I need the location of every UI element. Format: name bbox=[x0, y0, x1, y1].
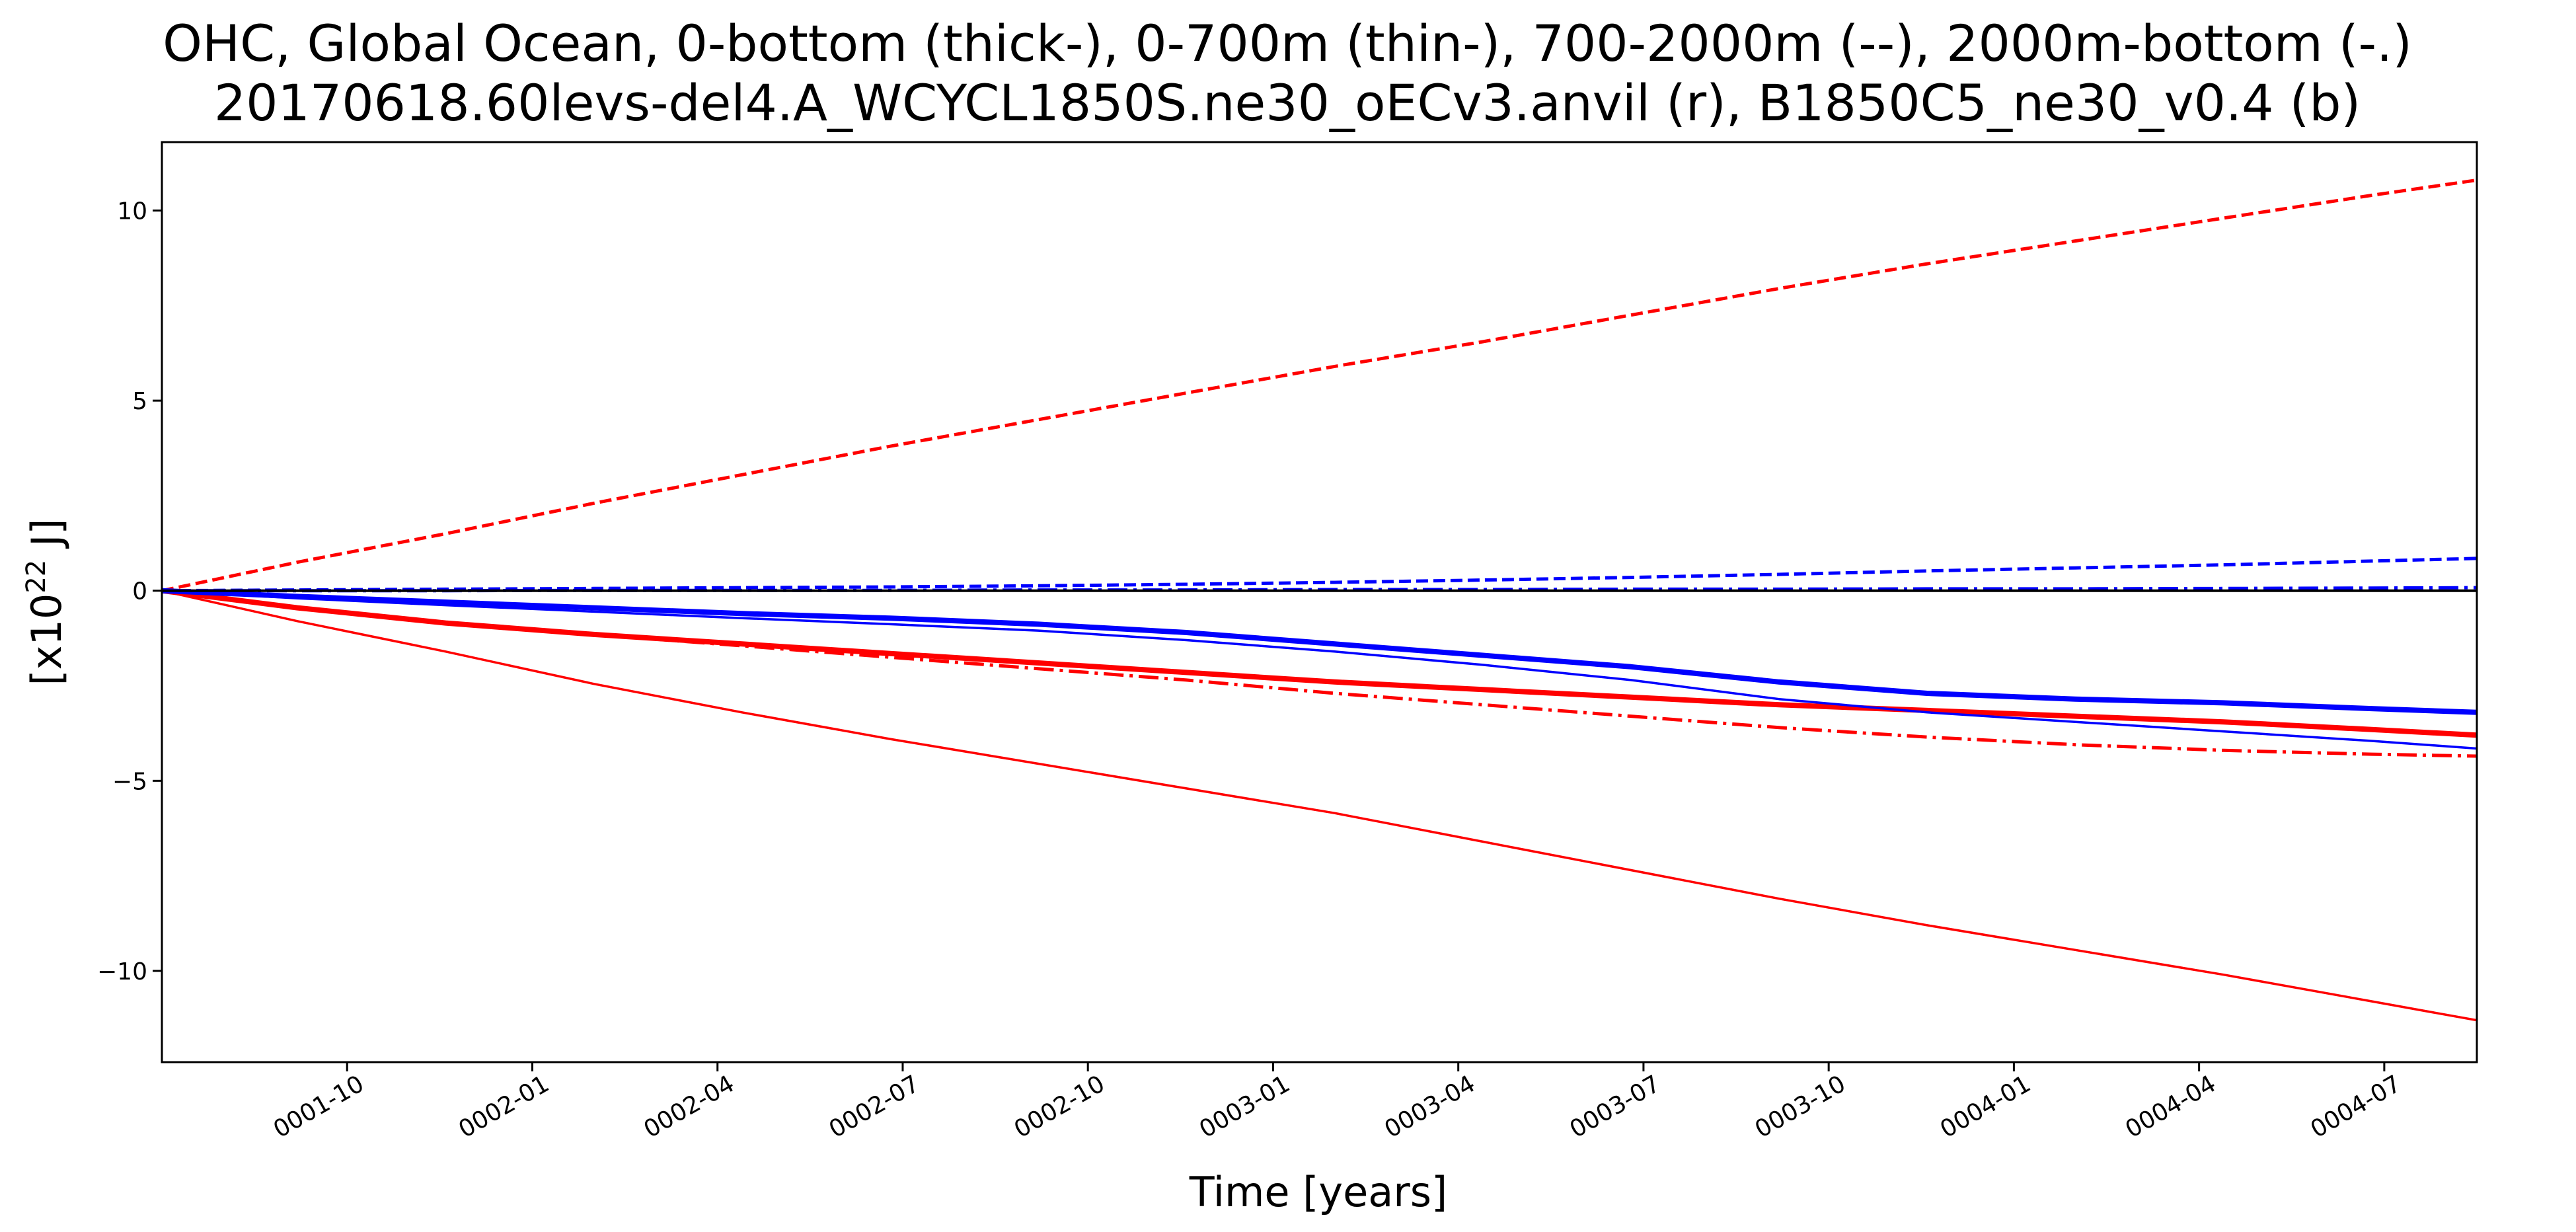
chart-title-line-1: OHC, Global Ocean, 0-bottom (thick-), 0-… bbox=[163, 14, 2412, 73]
y-axis-label-base: [x10 bbox=[22, 594, 71, 686]
y-tick-label: 10 bbox=[117, 198, 147, 225]
series-red-thin-line bbox=[162, 589, 2477, 1022]
series-layer bbox=[162, 178, 2477, 1022]
x-tick-label: 0002-01 bbox=[454, 1070, 554, 1143]
y-axis-label-unit: J] bbox=[22, 519, 71, 560]
x-tick-label: 0004-04 bbox=[2121, 1070, 2220, 1143]
y-tick-label: 5 bbox=[132, 388, 147, 415]
series-red-solid-line bbox=[162, 588, 2477, 738]
x-tick-label: 0002-07 bbox=[825, 1070, 925, 1143]
plot-frame bbox=[161, 141, 2478, 1063]
x-tick-label: 0003-10 bbox=[1751, 1070, 1850, 1143]
x-tick-label: 0002-10 bbox=[1010, 1070, 1110, 1143]
y-axis-label-exponent: 22 bbox=[21, 560, 52, 594]
x-axis-ticks: 0001-10 0002-01 0002-04 0002-07 0002-10 0003-… bbox=[269, 1062, 2406, 1143]
series-blue-thin-line bbox=[162, 589, 2477, 750]
x-tick-label: 0002-04 bbox=[639, 1070, 739, 1143]
x-tick-label: 0003-07 bbox=[1566, 1070, 1665, 1143]
x-tick-label: 0004-07 bbox=[2306, 1070, 2406, 1143]
series-red-dashdot-line bbox=[162, 589, 2477, 758]
x-tick-label: 0004-01 bbox=[1936, 1070, 2035, 1143]
x-tick-label: 0003-04 bbox=[1380, 1070, 1480, 1143]
y-tick-label: 0 bbox=[132, 578, 147, 605]
series-blue-solid-line bbox=[162, 588, 2477, 715]
series-blue-dashed-line bbox=[162, 557, 2477, 593]
y-axis-label: [x1022 J] bbox=[21, 519, 71, 686]
y-axis-ticks: 10 5 0 −5 −10 bbox=[97, 198, 162, 985]
y-tick-label: −10 bbox=[97, 958, 147, 985]
x-axis-label: Time [years] bbox=[1189, 1168, 1447, 1216]
x-tick-label: 0001-10 bbox=[269, 1070, 369, 1143]
series-red-dashed-line bbox=[162, 178, 2477, 593]
y-tick-label: −5 bbox=[112, 768, 147, 795]
chart-title-line-2: 20170618.60levs-del4.A_WCYCL1850S.ne30_o… bbox=[214, 73, 2361, 132]
x-tick-label: 0003-01 bbox=[1195, 1070, 1295, 1143]
